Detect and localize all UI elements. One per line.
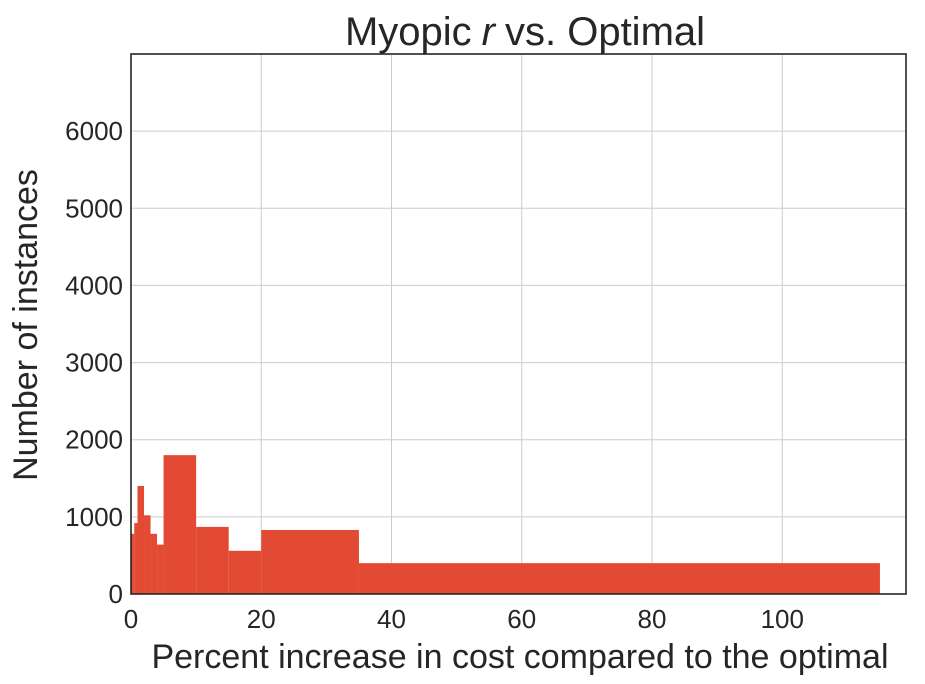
y-tick-label: 0 bbox=[109, 579, 123, 609]
chart-title-prefix: Myopic bbox=[345, 10, 472, 54]
histogram-bar-4 bbox=[150, 533, 158, 594]
histogram-bar-10 bbox=[358, 563, 880, 594]
histogram-bar-5 bbox=[157, 544, 164, 594]
histogram-bar-7 bbox=[196, 526, 229, 594]
chart-title-suffix: vs. Optimal bbox=[505, 10, 705, 54]
x-tick-label: 100 bbox=[761, 604, 804, 634]
grid-lines bbox=[130, 54, 906, 595]
histogram-bar-2 bbox=[137, 486, 145, 594]
x-axis-label: Percent increase in cost compared to the… bbox=[151, 638, 888, 676]
x-tick-label: 0 bbox=[124, 604, 138, 634]
x-tick-label: 20 bbox=[247, 604, 276, 634]
x-tick-label: 40 bbox=[377, 604, 406, 634]
y-tick-labels: 0 1000 2000 3000 4000 5000 6000 bbox=[65, 116, 123, 609]
x-tick-labels: 0 20 40 60 80 100 bbox=[124, 604, 804, 634]
histogram-bar-1 bbox=[134, 523, 138, 594]
bars bbox=[131, 455, 880, 594]
y-tick-label: 1000 bbox=[65, 502, 123, 532]
histogram-bar-9 bbox=[261, 529, 359, 594]
y-tick-label: 6000 bbox=[65, 116, 123, 146]
chart-title: Myopic r vs. Optimal bbox=[345, 10, 705, 54]
x-tick-label: 80 bbox=[638, 604, 667, 634]
y-axis-label: Number of instances bbox=[7, 169, 45, 481]
y-tick-label: 4000 bbox=[65, 270, 123, 300]
plot-frame bbox=[130, 53, 907, 595]
histogram-bar-8 bbox=[228, 550, 262, 594]
y-tick-label: 3000 bbox=[65, 348, 123, 378]
chart-title-italic: r bbox=[482, 10, 497, 54]
histogram-bar-0 bbox=[131, 533, 135, 594]
y-tick-label: 5000 bbox=[65, 193, 123, 223]
histogram-bar-6 bbox=[163, 455, 197, 594]
histogram-bar-3 bbox=[144, 515, 151, 594]
y-tick-label: 2000 bbox=[65, 425, 123, 455]
x-tick-label: 60 bbox=[507, 604, 536, 634]
